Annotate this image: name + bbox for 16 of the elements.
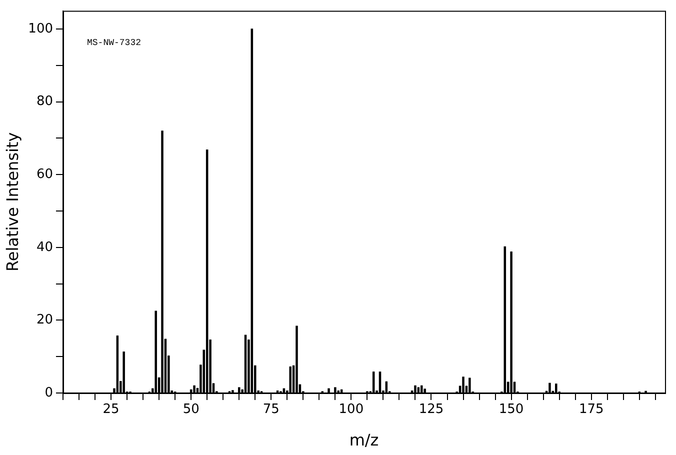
y-tick-label: 20 bbox=[36, 312, 53, 328]
y-tick-label: 40 bbox=[36, 240, 53, 255]
x-tick-label: 150 bbox=[498, 402, 524, 418]
x-axis-title: m/z bbox=[349, 430, 379, 450]
x-tick-label: 75 bbox=[262, 402, 280, 418]
y-axis-title: Relative Intensity bbox=[2, 132, 22, 272]
y-tick-label: 60 bbox=[36, 166, 53, 182]
x-tick-label: 50 bbox=[182, 402, 200, 418]
y-tick-label: 80 bbox=[36, 94, 53, 110]
x-tick-label: 125 bbox=[418, 402, 444, 418]
y-tick-label: 0 bbox=[44, 385, 53, 400]
annotation: MS-NW-7332 bbox=[87, 38, 142, 48]
x-tick-label: 25 bbox=[102, 402, 120, 418]
x-tick-label: 100 bbox=[338, 402, 364, 418]
y-tick-label: 100 bbox=[28, 21, 53, 36]
x-tick-label: 175 bbox=[578, 402, 604, 418]
